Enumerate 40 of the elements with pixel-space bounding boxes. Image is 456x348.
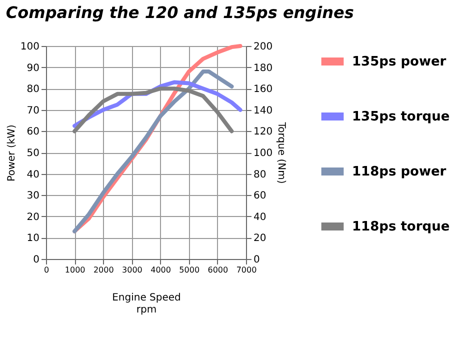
y2-tick-label: 140	[254, 105, 273, 116]
legend-label: 135ps power	[352, 54, 447, 70]
x-tick-label: 1000	[64, 266, 86, 274]
x-tick-label: 4000	[150, 266, 171, 274]
y-tick-label: 40	[26, 169, 40, 180]
y2-tick-label: 40	[254, 212, 266, 223]
y2-tick-label: 120	[254, 126, 273, 138]
y-tick-label: 60	[26, 126, 40, 138]
y2-tick-label: 100	[254, 148, 273, 159]
x-tick-label: 7000	[236, 266, 257, 274]
y2-tick-label: 80	[254, 169, 266, 180]
y-tick-label: 50	[26, 148, 40, 159]
y2-tick-label: 20	[254, 233, 266, 244]
legend-label: 118ps power	[352, 164, 447, 180]
y-tick-label: 70	[26, 105, 40, 116]
y2-tick-label: 0	[254, 254, 260, 266]
y-tick-label: 10	[26, 233, 40, 244]
y-tick-label: 100	[20, 42, 40, 52]
x-tick-label: 0	[44, 266, 50, 274]
y-tick-label: 90	[26, 62, 40, 74]
y-tick-label: 0	[33, 254, 40, 266]
y2-tick-label: 60	[254, 190, 266, 202]
y2-tick-label: 200	[254, 42, 273, 52]
y-tick-label: 80	[26, 84, 40, 96]
chart-title: Comparing the 120 and 135ps engines	[6, 3, 354, 22]
y-axis-title: Power (kW)	[6, 124, 18, 182]
line-series	[72, 86, 234, 134]
y2-axis-title: Torque (Nm)	[276, 121, 287, 184]
y2-tick-label: 180	[254, 62, 273, 74]
y-tick-label: 20	[26, 212, 40, 223]
x-tick-label: 2000	[93, 266, 114, 274]
x-tick-label: 3000	[122, 266, 142, 274]
x-axis-title: Engine Speed rpm	[112, 292, 181, 316]
x-tick-label: 6000	[208, 266, 228, 274]
legend-label: 118ps torque	[352, 220, 450, 234]
x-tick-label: 5000	[179, 266, 200, 274]
line-series	[72, 70, 234, 234]
y-tick-label: 30	[26, 190, 40, 202]
y2-tick-label: 160	[254, 84, 273, 96]
legend-label: 135ps torque	[352, 110, 450, 124]
